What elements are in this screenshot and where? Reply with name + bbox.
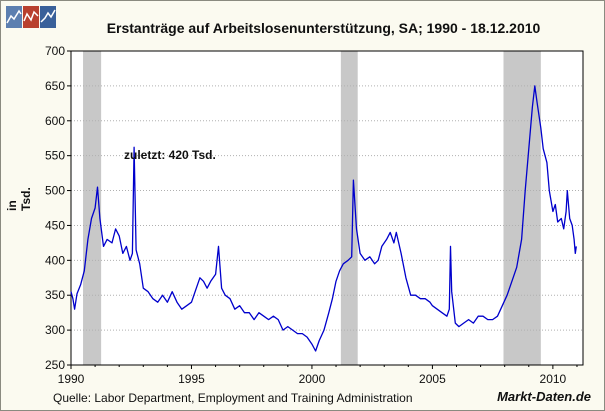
y-tick-label-500: 500 [45,184,65,198]
recession-band-2 [503,51,541,365]
logo-panel-right [40,6,56,28]
logo-panel-left [6,6,22,28]
plot-area-border [70,50,584,366]
brand-label[interactable]: Markt-Daten.de [497,389,591,404]
y-tick-label-250: 250 [45,358,65,372]
chart-title: Erstanträge auf Arbeitslosenunterstützun… [106,20,541,36]
source-note: Quelle: Labor Department, Employment and… [53,391,413,405]
x-tick-label-1995: 1995 [178,372,205,386]
y-tick-label-450: 450 [45,218,65,232]
x-tick-label-1990: 1990 [58,372,85,386]
recession-band-1 [340,51,358,365]
x-tick-label-2000: 2000 [299,372,326,386]
y-tick-label-700: 700 [45,44,65,58]
y-tick-label-350: 350 [45,288,65,302]
annotation-latest-value: zuletzt: 420 Tsd. [124,148,216,162]
series-line-0 [70,85,577,352]
y-tick-label-300: 300 [45,323,65,337]
recession-band-0 [83,51,102,365]
y-tick-label-550: 550 [45,149,65,163]
markt-daten-logo [6,6,56,28]
logo-panel-middle [23,6,39,28]
x-tick-label-2005: 2005 [419,372,446,386]
plot-area-background [71,51,583,365]
y-tick-label-400: 400 [45,253,65,267]
y-tick-label-600: 600 [45,114,65,128]
x-tick-label-2010: 2010 [540,372,567,386]
y-tick-label-650: 650 [45,79,65,93]
